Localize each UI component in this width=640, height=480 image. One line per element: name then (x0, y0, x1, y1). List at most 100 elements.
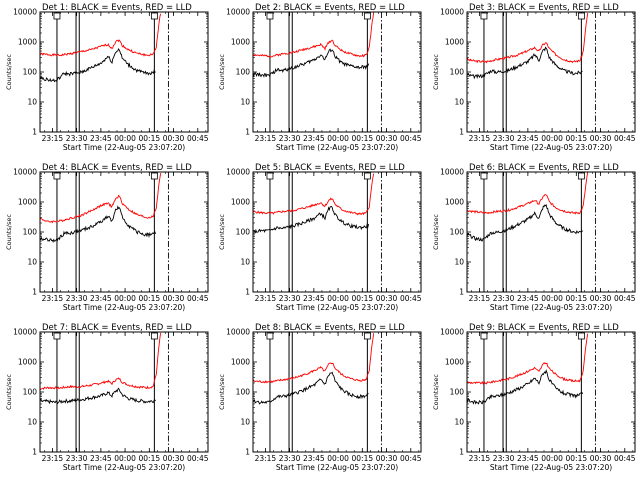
y-tick-label: 10000 (226, 328, 250, 337)
events-rate-line (39, 205, 157, 243)
marker-square (577, 12, 585, 20)
x-tick-label: 23:45 (303, 134, 325, 143)
y-tick-label: 10000 (440, 168, 464, 177)
plot-frame (39, 331, 209, 453)
x-axis-label: Start Time (22-Aug-05 23:07:20) (63, 463, 185, 472)
x-tick-label: 23:30 (279, 294, 301, 303)
y-tick-label: 10 (27, 258, 37, 267)
x-tick-label: 00:45 (400, 134, 422, 143)
y-axis-label: Counts/sec (218, 214, 226, 250)
events-rate-line (466, 203, 583, 242)
x-tick-label: 00:00 (327, 454, 349, 463)
panel-title: Det 9: BLACK = Events, RED = LLD (469, 323, 619, 333)
y-tick-label: 1 (459, 448, 464, 457)
y-tick-label: 10 (454, 258, 464, 267)
detector-panel-1: Det 1: BLACK = Events, RED = LLD Counts/s… (5, 3, 209, 152)
x-tick-label: 00:30 (163, 294, 185, 303)
y-tick-label: 1 (245, 288, 250, 297)
x-axis-label: Start Time (22-Aug-05 23:07:20) (276, 143, 398, 152)
x-tick-label: 23:30 (279, 454, 301, 463)
detector-panel-5: Det 5: BLACK = Events, RED = LLD Counts/s… (218, 163, 422, 312)
x-tick-label: 00:45 (614, 454, 636, 463)
plot-frame (252, 331, 422, 453)
marker-square (266, 172, 274, 180)
y-tick-label: 100 (450, 388, 465, 397)
y-tick-label: 1000 (18, 358, 37, 367)
x-tick-label: 23:15 (469, 454, 491, 463)
y-tick-label: 10 (240, 418, 250, 427)
events-rate-line (39, 387, 156, 405)
y-tick-label: 10 (27, 418, 37, 427)
x-tick-label: 00:45 (187, 454, 209, 463)
x-tick-label: 23:30 (66, 294, 88, 303)
x-tick-label: 00:15 (566, 294, 588, 303)
marker-square (480, 172, 488, 180)
marker-square (266, 12, 274, 20)
lld-rate-line (39, 13, 162, 57)
y-tick-label: 1 (459, 128, 464, 137)
y-tick-label: 10000 (226, 168, 250, 177)
y-axis-label: Counts/sec (218, 374, 226, 410)
y-tick-label: 10000 (226, 8, 250, 17)
panel-title: Det 6: BLACK = Events, RED = LLD (469, 163, 619, 173)
y-tick-label: 1 (459, 288, 464, 297)
x-tick-label: 23:15 (469, 294, 491, 303)
y-tick-label: 10 (454, 418, 464, 427)
x-tick-label: 00:00 (114, 134, 136, 143)
y-tick-label: 10000 (13, 168, 37, 177)
y-tick-label: 1 (32, 448, 37, 457)
y-tick-label: 10000 (13, 8, 37, 17)
events-rate-line (466, 46, 583, 80)
y-tick-label: 100 (23, 388, 38, 397)
x-tick-label: 23:15 (42, 294, 64, 303)
x-tick-label: 23:45 (517, 134, 539, 143)
y-tick-label: 10000 (440, 8, 464, 17)
x-tick-label: 00:45 (400, 454, 422, 463)
x-axis-label: Start Time (22-Aug-05 23:07:20) (63, 143, 185, 152)
events-rate-line (252, 205, 370, 234)
lld-rate-line (252, 12, 375, 58)
y-tick-label: 100 (450, 228, 465, 237)
marker-square (150, 12, 158, 20)
plot-frame (466, 331, 636, 453)
y-tick-label: 1000 (445, 198, 464, 207)
plot-frame (466, 171, 636, 293)
x-tick-label: 23:15 (469, 134, 491, 143)
x-tick-label: 00:00 (327, 134, 349, 143)
x-tick-label: 00:00 (541, 454, 563, 463)
marker-square (150, 332, 158, 340)
detector-panel-7: Det 7: BLACK = Events, RED = LLD Counts/s… (5, 323, 209, 472)
events-rate-line (252, 48, 370, 78)
x-tick-label: 00:15 (139, 454, 161, 463)
x-tick-label: 23:15 (42, 454, 64, 463)
y-tick-label: 100 (236, 388, 251, 397)
x-tick-label: 23:30 (493, 454, 515, 463)
x-tick-label: 23:15 (255, 294, 277, 303)
x-tick-label: 23:30 (279, 134, 301, 143)
y-tick-label: 1000 (231, 198, 250, 207)
x-tick-label: 23:45 (303, 454, 325, 463)
x-tick-label: 00:30 (376, 134, 398, 143)
y-tick-label: 100 (23, 228, 38, 237)
y-tick-label: 10 (240, 258, 250, 267)
y-tick-label: 1 (32, 288, 37, 297)
x-tick-label: 00:30 (590, 454, 612, 463)
x-tick-label: 00:45 (614, 134, 636, 143)
detector-panel-3: Det 3: BLACK = Events, RED = LLD Counts/s… (432, 3, 636, 152)
marker-square (363, 172, 371, 180)
lld-rate-line (466, 171, 589, 215)
y-tick-label: 1000 (445, 358, 464, 367)
x-tick-label: 23:30 (493, 294, 515, 303)
x-tick-label: 00:45 (400, 294, 422, 303)
detector-panel-6: Det 6: BLACK = Events, RED = LLD Counts/s… (432, 163, 636, 312)
detector-panel-2: Det 2: BLACK = Events, RED = LLD Counts/s… (218, 3, 422, 152)
panel-title: Det 7: BLACK = Events, RED = LLD (42, 323, 192, 333)
x-axis-label: Start Time (22-Aug-05 23:07:20) (490, 143, 612, 152)
y-tick-label: 10 (240, 98, 250, 107)
y-tick-label: 10 (27, 98, 37, 107)
x-tick-label: 00:45 (614, 294, 636, 303)
marker-square (150, 172, 158, 180)
marker-square (53, 332, 61, 340)
panel-title: Det 2: BLACK = Events, RED = LLD (255, 3, 405, 13)
